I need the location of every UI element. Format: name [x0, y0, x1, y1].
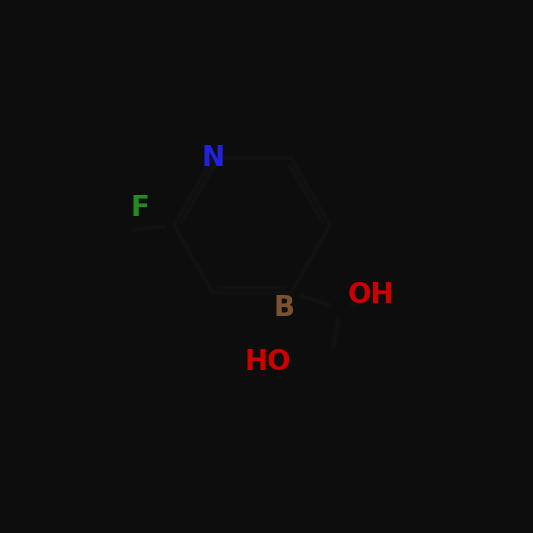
Text: HO: HO: [245, 348, 292, 376]
Text: B: B: [273, 294, 295, 322]
Text: N: N: [201, 144, 224, 172]
Text: OH: OH: [348, 281, 394, 309]
Text: F: F: [131, 194, 149, 222]
